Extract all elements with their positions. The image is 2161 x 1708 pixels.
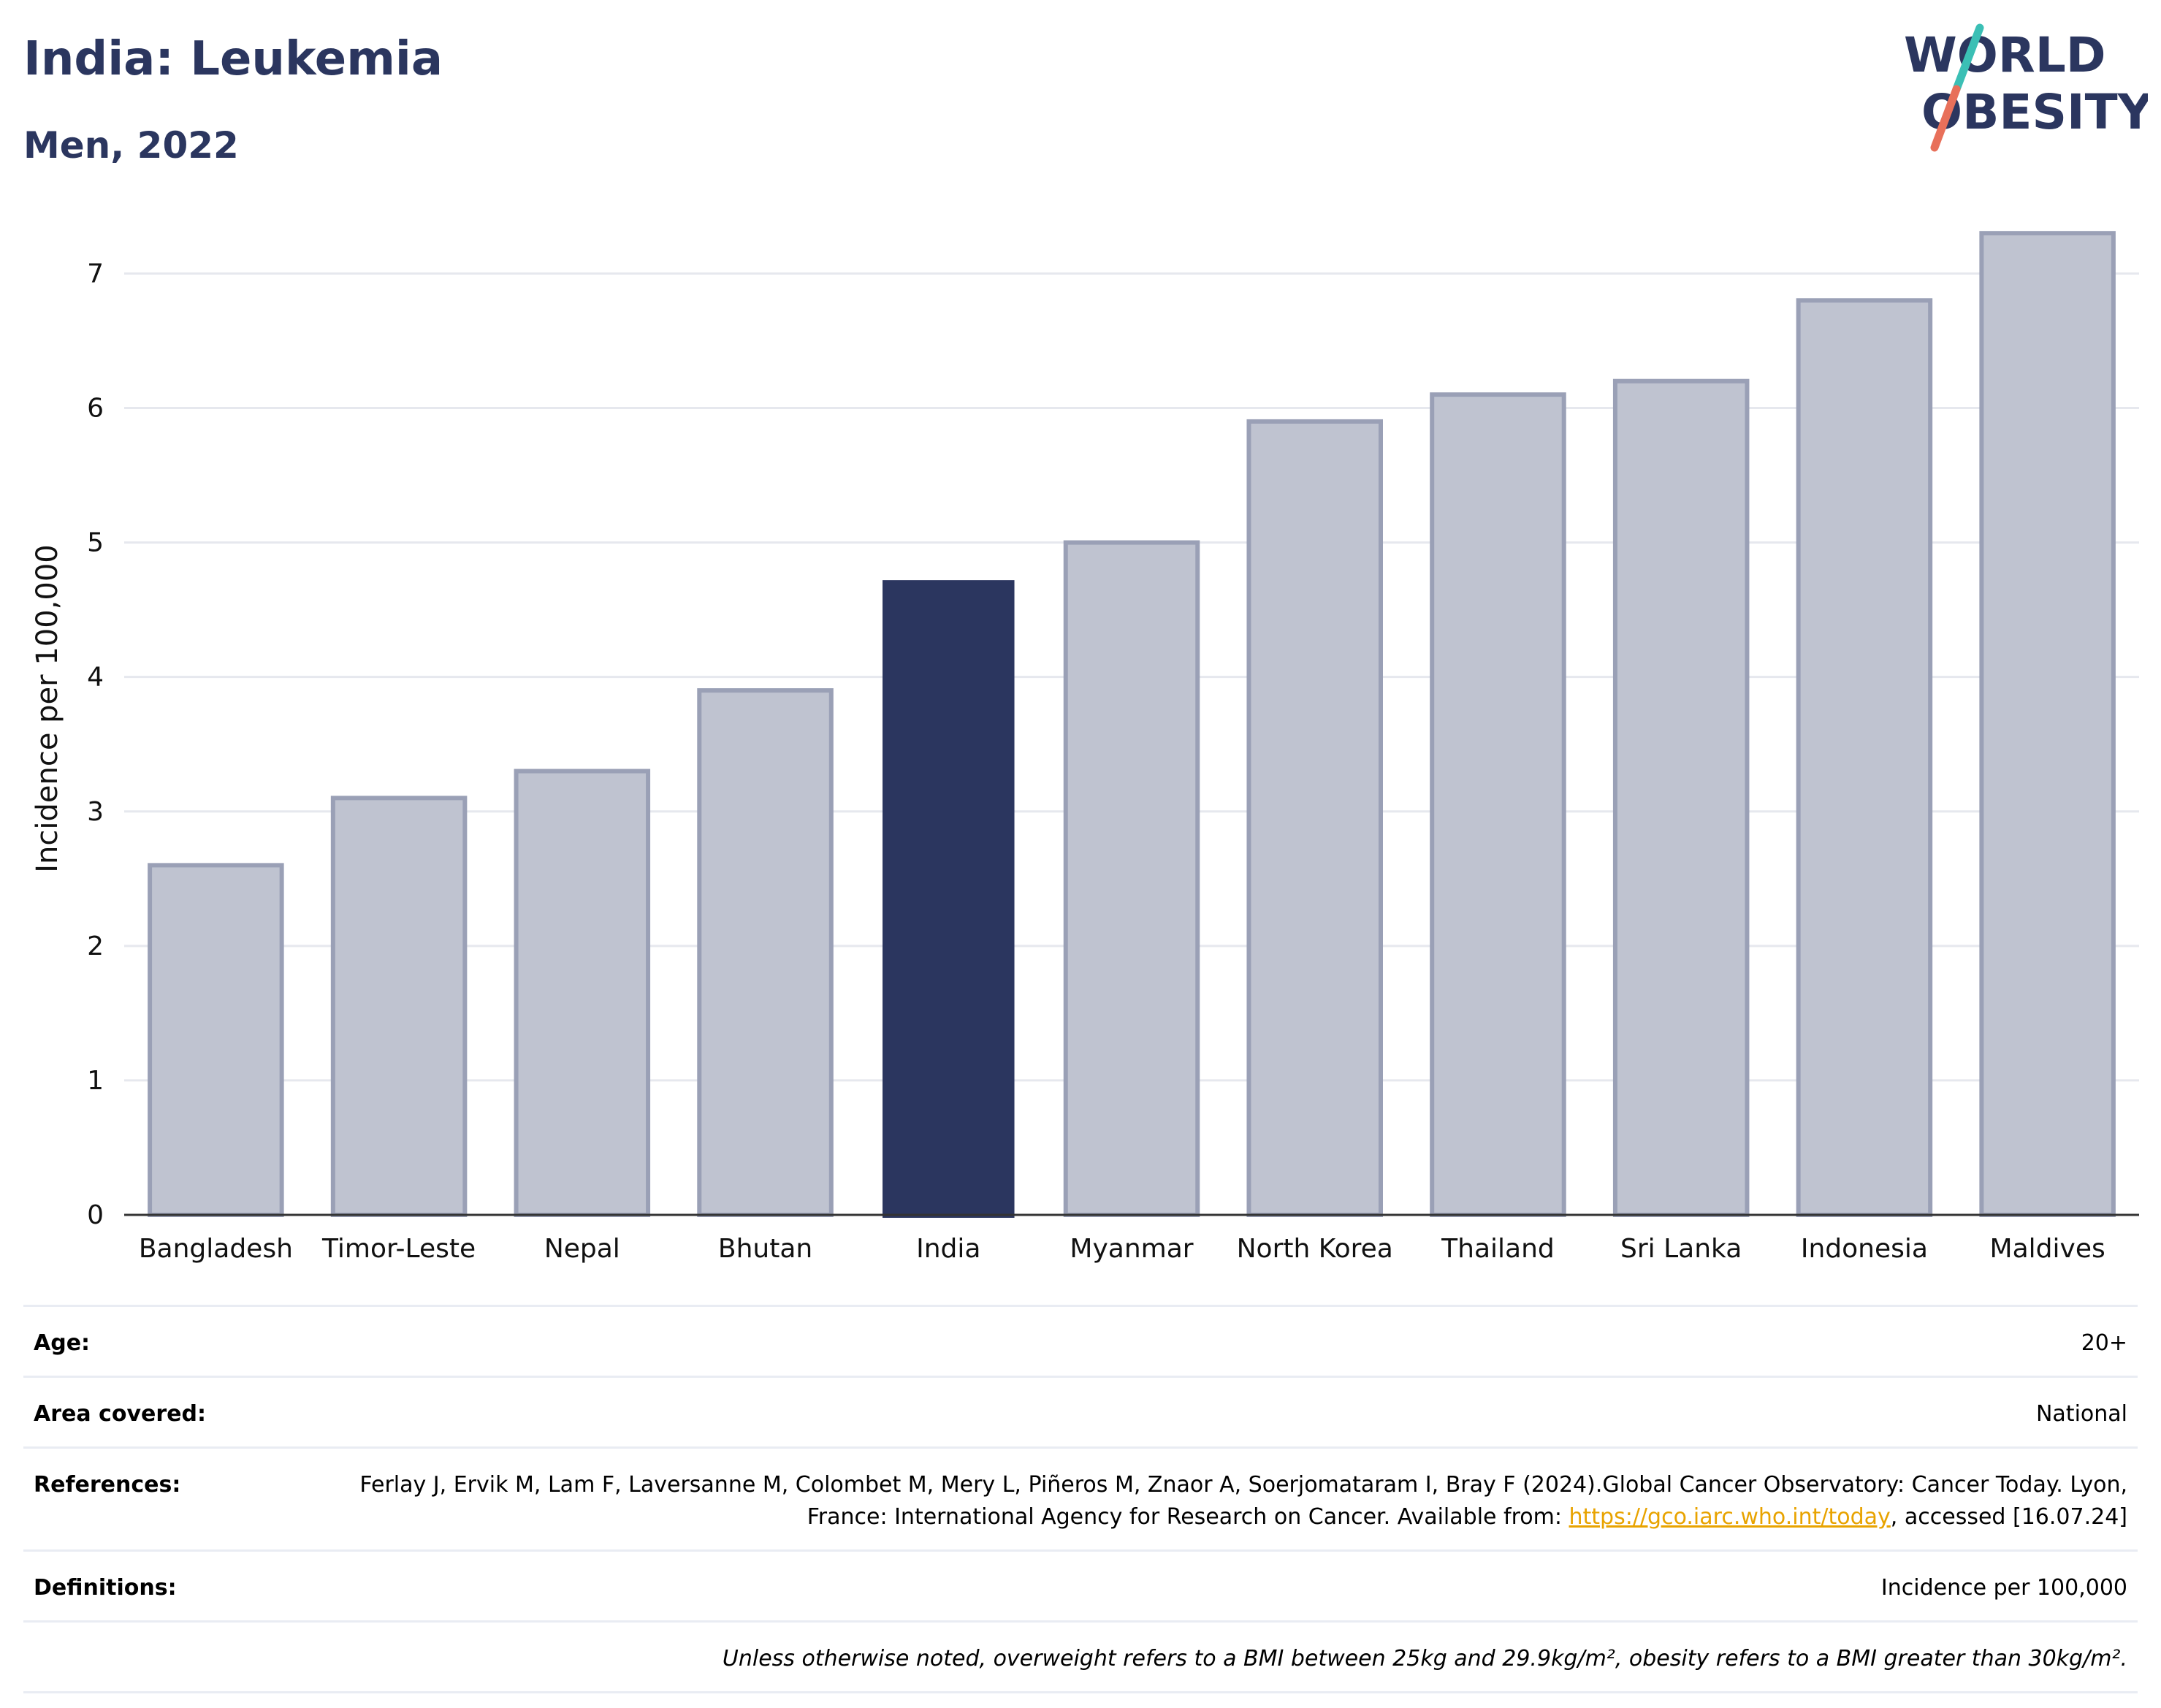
- y-tick-label-5: 5: [87, 528, 104, 558]
- bar-sri-lanka: [1612, 378, 1750, 1217]
- bar-bhutan: [697, 688, 834, 1217]
- x-tick-label-bangladesh: Bangladesh: [139, 1234, 293, 1264]
- meta-row-age: Age: 20+: [23, 1305, 2138, 1376]
- logo-slash-teal: [1952, 23, 1984, 94]
- definitions-value: Incidence per 100,000: [1880, 1575, 2127, 1601]
- metadata-table: Age: 20+ Area covered: National Referenc…: [23, 1305, 2138, 1693]
- x-tick-label-thailand: Thailand: [1441, 1234, 1555, 1264]
- world-obesity-logo: WORLD OBESITY: [1904, 23, 2148, 152]
- y-tick-label-4: 4: [87, 663, 104, 693]
- definitions-label: Definitions:: [34, 1575, 177, 1601]
- bars: [148, 231, 2116, 1218]
- bar-india: [883, 580, 1015, 1218]
- bar-maldives: [1979, 231, 2116, 1217]
- x-tick-label-india: India: [916, 1234, 980, 1264]
- y-tick-label-7: 7: [87, 259, 104, 289]
- x-tick-label-bhutan: Bhutan: [718, 1234, 812, 1264]
- y-axis-label: Incidence per 100,000: [31, 544, 64, 873]
- meta-row-definitions: Definitions: Incidence per 100,000: [23, 1549, 2138, 1620]
- y-tick-label-1: 1: [87, 1066, 104, 1096]
- references-suffix: , accessed [16.07.24]: [1890, 1504, 2127, 1530]
- bar-myanmar: [1063, 540, 1200, 1217]
- meta-row-note: Unless otherwise noted, overweight refer…: [23, 1620, 2138, 1693]
- area-label: Area covered:: [34, 1401, 206, 1427]
- y-tick-label-2: 2: [87, 931, 104, 961]
- age-value: 20+: [2081, 1330, 2127, 1356]
- bar-thailand: [1430, 392, 1566, 1217]
- bar-north-korea: [1246, 419, 1383, 1218]
- references-text: Ferlay J, Ervik M, Lam F, Laversanne M, …: [359, 1472, 2127, 1530]
- x-tick-label-myanmar: Myanmar: [1070, 1234, 1193, 1264]
- x-tick-label-sri-lanka: Sri Lanka: [1620, 1234, 1742, 1264]
- y-tick-label-3: 3: [87, 797, 104, 827]
- x-tick-label-timor-leste: Timor-Leste: [321, 1234, 476, 1264]
- logo-word-world: WORLD: [1904, 27, 2106, 83]
- area-value: National: [2035, 1401, 2127, 1427]
- chart-subtitle: Men, 2022: [23, 124, 239, 167]
- x-tick-label-indonesia: Indonesia: [1801, 1234, 1928, 1264]
- bar-indonesia: [1796, 298, 1933, 1218]
- bar-bangladesh: [148, 863, 284, 1217]
- references-label: References:: [34, 1472, 181, 1498]
- bar-chart: 0 1 2 3 4 5 6 7 Bangladesh Timor-Leste Nepal Bhutan…: [31, 231, 2139, 1264]
- chart-title: India: Leukemia: [23, 32, 443, 86]
- meta-row-references: References: Ferlay J, Ervik M, Lam F, La…: [23, 1446, 2138, 1549]
- references-link[interactable]: https://gco.iarc.who.int/today: [1569, 1504, 1891, 1530]
- x-tick-label-maldives: Maldives: [1990, 1234, 2105, 1264]
- bmi-note: Unless otherwise noted, overweight refer…: [722, 1646, 2127, 1671]
- bar-timor-leste: [330, 796, 468, 1217]
- axes: 0 1 2 3 4 5 6 7 Bangladesh Timor-Leste Nepal Bhutan…: [87, 259, 2139, 1264]
- references-value: Ferlay J, Ervik M, Lam F, Laversanne M, …: [338, 1469, 2127, 1533]
- logo-slash-coral: [1930, 85, 1961, 152]
- x-tick-label-north-korea: North Korea: [1237, 1234, 1393, 1264]
- meta-row-area: Area covered: National: [23, 1376, 2138, 1446]
- bar-nepal: [514, 769, 651, 1217]
- x-tick-label-nepal: Nepal: [544, 1234, 620, 1264]
- y-tick-label-6: 6: [87, 394, 104, 424]
- y-tick-label-0: 0: [87, 1200, 104, 1230]
- age-label: Age:: [34, 1330, 91, 1356]
